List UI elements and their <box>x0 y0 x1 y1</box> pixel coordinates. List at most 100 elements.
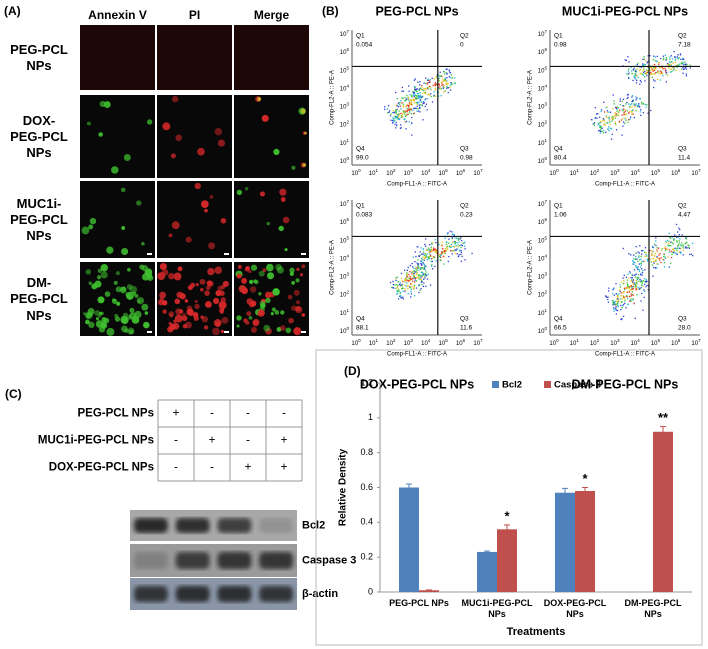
tick-base: 10 <box>340 104 347 110</box>
event-dot <box>677 57 679 59</box>
event-dot <box>685 75 688 77</box>
event-dot <box>677 247 679 249</box>
event-dot <box>395 91 397 94</box>
event-dot <box>658 63 660 65</box>
event-dot <box>671 70 673 73</box>
event-dot <box>631 288 633 290</box>
tick-base: 10 <box>340 274 347 280</box>
event-dot <box>615 283 617 285</box>
event-dot <box>602 119 604 121</box>
event-dot <box>398 110 400 112</box>
event-dot <box>429 93 432 95</box>
event-dot <box>428 93 430 95</box>
event-dot <box>407 287 409 290</box>
event-dot <box>679 238 681 240</box>
event-dot <box>624 113 626 115</box>
event-dot <box>396 97 399 100</box>
event-dot <box>637 260 639 262</box>
event-dot <box>638 277 640 279</box>
event-dot <box>404 280 407 282</box>
event-dot <box>623 296 625 298</box>
quadrant-value: 1.06 <box>554 212 567 219</box>
event-dot <box>397 281 399 283</box>
y-tick-label: 101 <box>340 138 350 147</box>
cell <box>195 283 199 287</box>
event-dot <box>632 286 634 288</box>
event-dot <box>408 106 410 108</box>
event-dot <box>614 300 616 302</box>
event-dot <box>625 103 627 105</box>
event-dot <box>413 95 415 97</box>
event-dot <box>653 254 655 256</box>
event-dot <box>393 120 395 123</box>
cell <box>129 285 138 294</box>
cell <box>274 310 280 315</box>
event-dot <box>673 66 675 69</box>
cell <box>282 216 290 224</box>
event-dot <box>396 286 398 288</box>
event-dot <box>632 258 635 260</box>
event-dot <box>429 81 431 83</box>
y-tick-label: 101 <box>538 138 548 147</box>
event-dot <box>404 111 406 113</box>
event-dot <box>421 261 424 263</box>
event-dot <box>384 106 386 108</box>
event-dot <box>643 56 645 58</box>
event-dot <box>453 82 455 85</box>
tick-base: 10 <box>351 341 358 347</box>
event-dot <box>629 104 632 106</box>
event-dot <box>620 304 622 307</box>
event-dot <box>441 251 443 253</box>
event-dot <box>602 132 605 134</box>
event-dot <box>404 111 406 114</box>
event-dot <box>633 282 635 284</box>
event-dot <box>660 57 662 60</box>
event-dot <box>601 130 603 133</box>
event-dot <box>457 255 460 258</box>
event-dot <box>618 120 621 123</box>
event-dot <box>423 89 425 92</box>
event-dot <box>685 63 687 65</box>
event-dot <box>418 263 420 265</box>
event-dot <box>664 257 667 259</box>
event-dot <box>413 273 415 275</box>
tick-base: 10 <box>570 171 577 177</box>
event-dot <box>644 247 647 249</box>
event-dot <box>633 76 635 78</box>
cell <box>272 288 280 296</box>
event-dot <box>640 264 643 266</box>
event-dot <box>402 110 404 112</box>
event-dot <box>415 273 418 276</box>
micrograph <box>80 95 155 178</box>
event-dot <box>616 303 618 305</box>
treatment-sign: - <box>246 433 250 447</box>
event-dot <box>445 72 447 74</box>
event-dot <box>422 262 425 264</box>
event-dot <box>443 251 445 253</box>
event-dot <box>644 255 646 258</box>
event-dot <box>430 89 433 91</box>
event-dot <box>638 256 640 258</box>
event-dot <box>631 106 633 108</box>
event-dot <box>654 267 657 269</box>
event-dot <box>634 284 637 286</box>
event-dot <box>395 104 397 106</box>
event-dot <box>438 87 440 90</box>
event-dot <box>622 121 625 123</box>
event-dot <box>632 298 634 300</box>
event-dot <box>668 240 670 243</box>
tick-exponent: 3 <box>346 101 349 106</box>
event-dot <box>646 62 648 64</box>
event-dot <box>414 94 416 96</box>
event-dot <box>630 293 632 295</box>
event-dot <box>653 258 655 260</box>
event-dot <box>431 249 433 252</box>
x-tick-label: 106 <box>456 338 466 347</box>
event-dot <box>418 277 420 279</box>
tick-exponent: 0 <box>556 338 559 343</box>
event-dot <box>606 122 608 124</box>
event-dot <box>628 286 630 288</box>
event-dot <box>425 98 427 100</box>
event-dot <box>616 110 618 112</box>
event-dot <box>686 247 688 249</box>
